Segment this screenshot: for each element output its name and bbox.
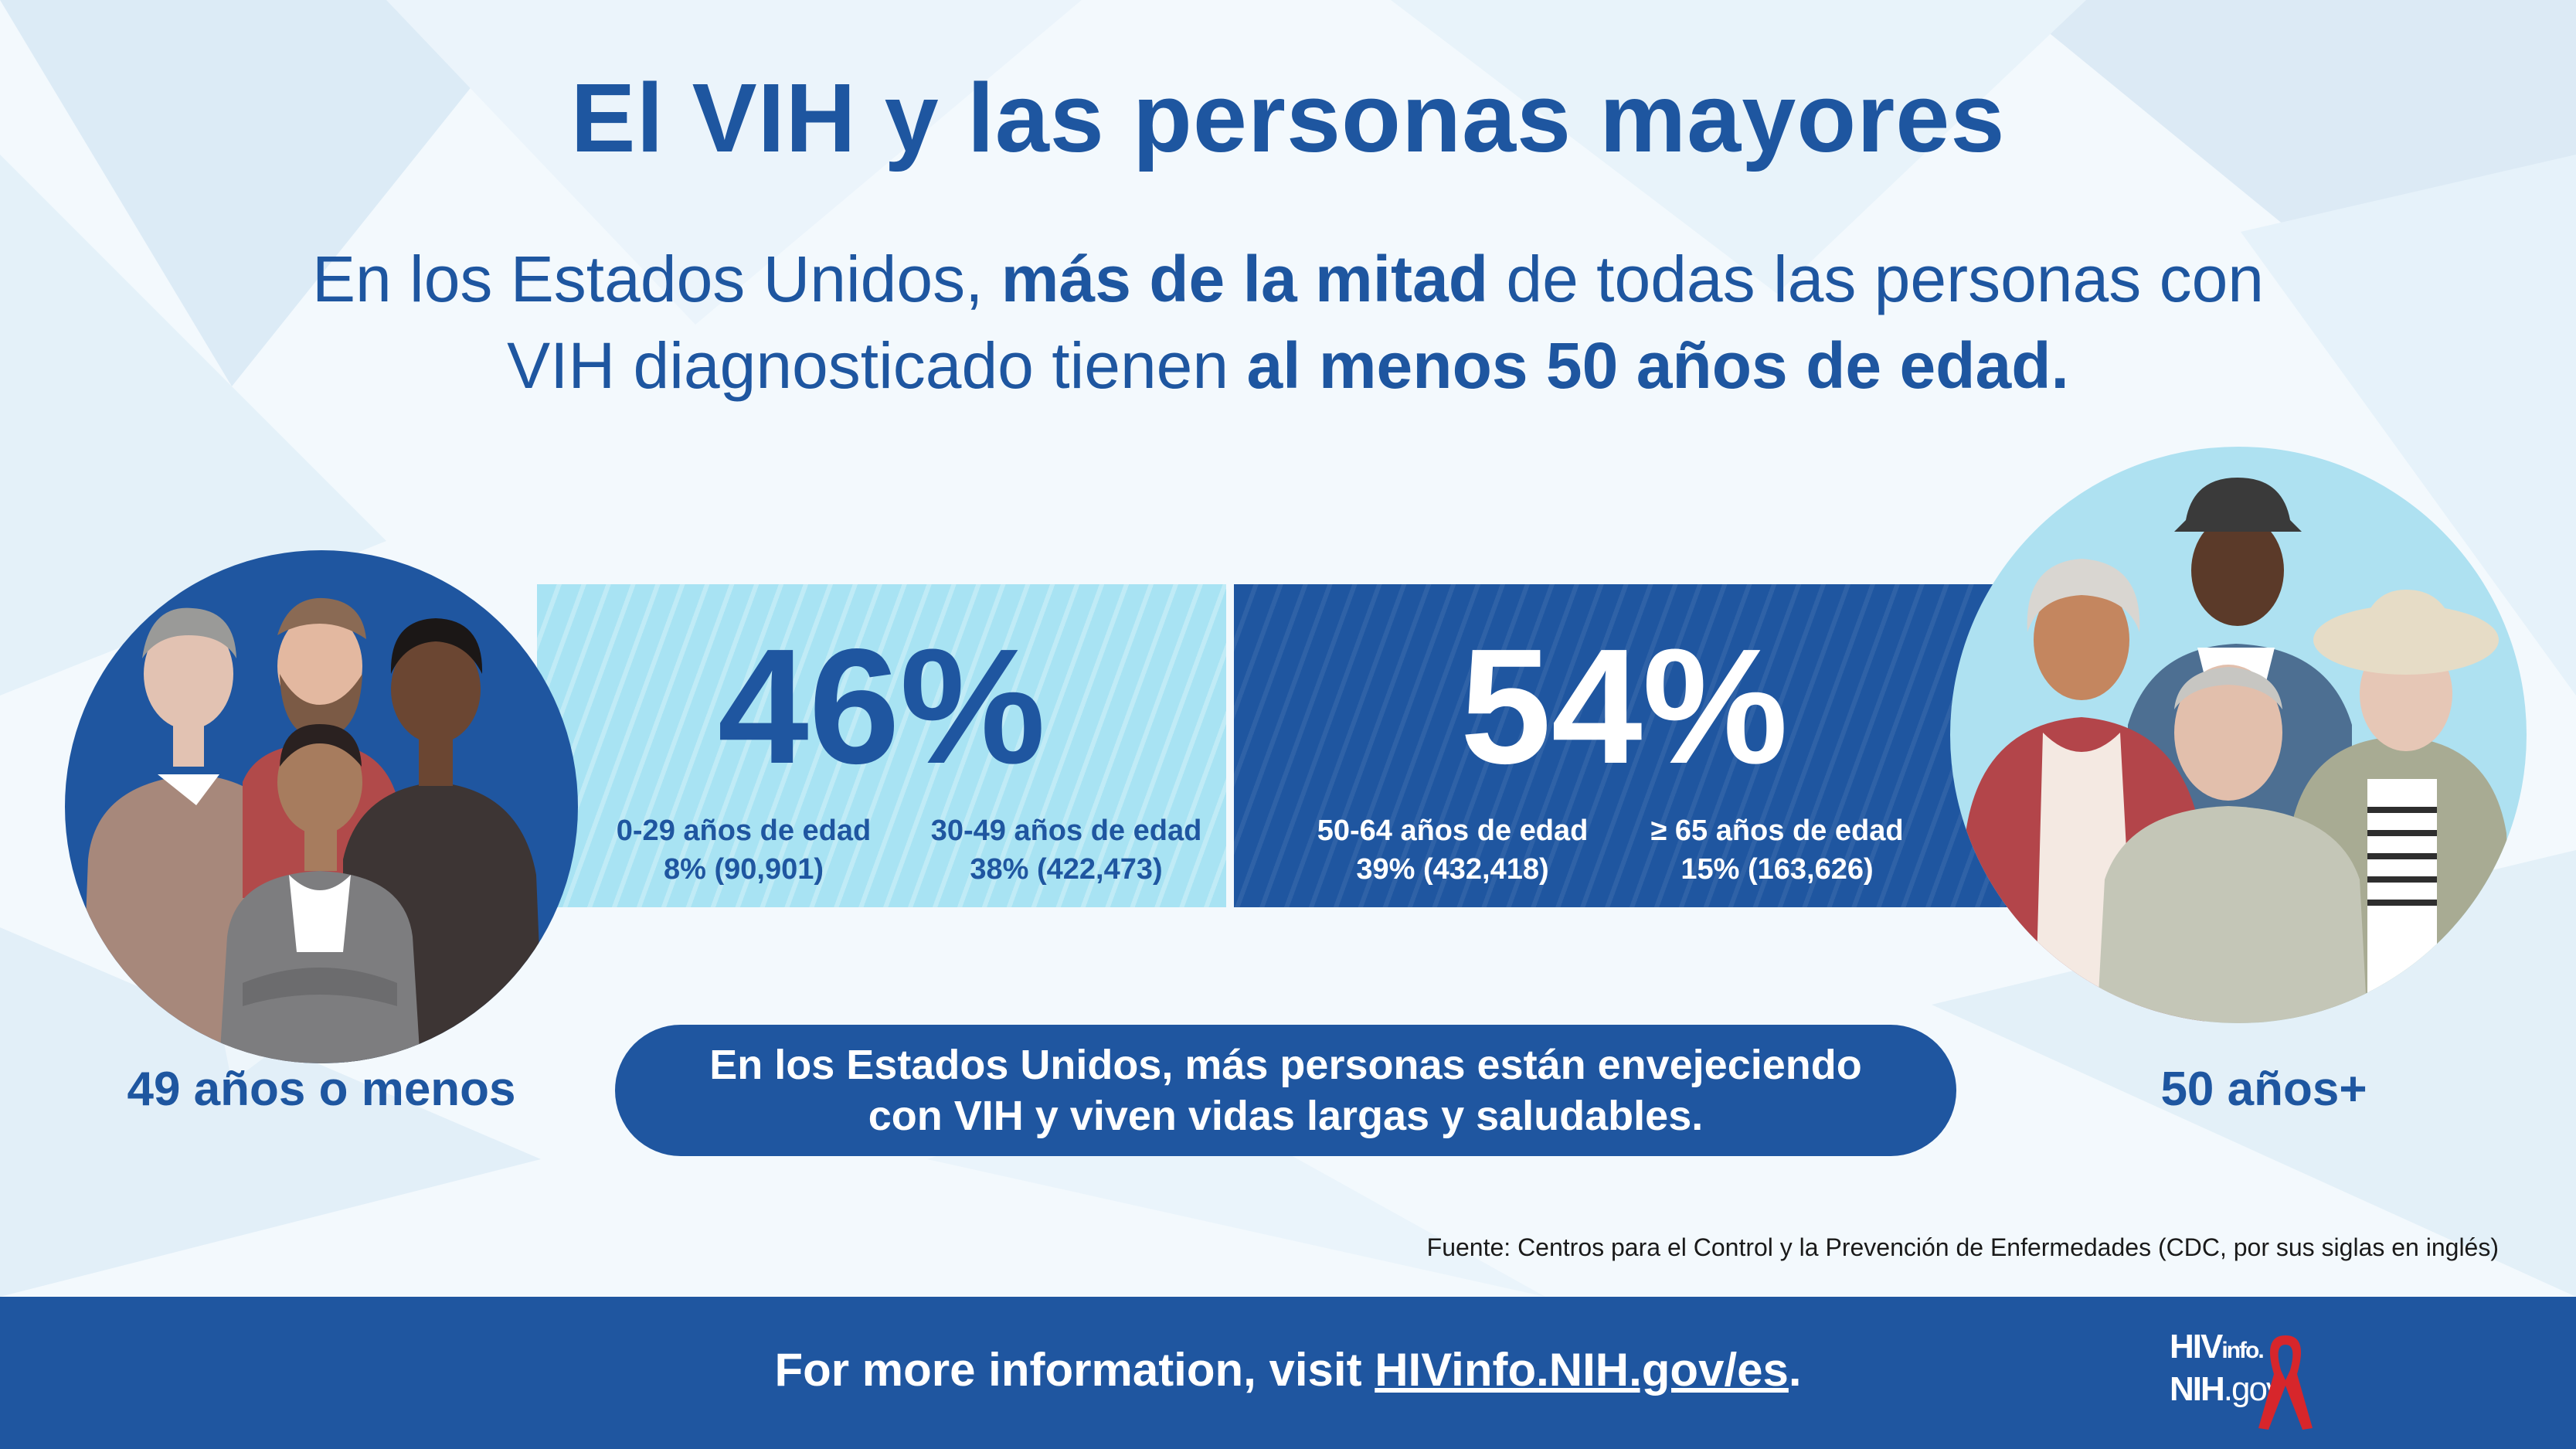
footer-suffix: .	[1788, 1344, 1802, 1396]
group-65-plus: ≥ 65 años de edad 15% (163,626)	[1615, 811, 1939, 889]
group-0-29: 0-29 años de edad 8% (90,901)	[587, 811, 900, 889]
under-50-label: 49 años o menos	[127, 1063, 516, 1116]
subtitle-line-1: En los Estados Unidos, más de la mitad d…	[311, 243, 2265, 315]
source-note: Fuente: Centros para el Control y la Pre…	[1426, 1233, 2499, 1261]
group-label: 0-29 años de edad	[616, 815, 872, 847]
key-message-line-1: En los Estados Unidos, más personas está…	[709, 1042, 1862, 1088]
footer-bar	[0, 1297, 2576, 1449]
footer-text: For more information, visit HIVinfo.NIH.…	[0, 1343, 2576, 1396]
footer-prefix: For more information, visit	[774, 1344, 1375, 1396]
key-message-line-2: con VIH y viven vidas largas y saludable…	[868, 1093, 1704, 1139]
group-stat: 15% (163,626)	[1681, 853, 1874, 886]
over-50-label: 50 años+	[2160, 1063, 2367, 1116]
hivinfo-logo[interactable]: HIVinfo. NIH.gov	[2170, 1328, 2324, 1436]
group-stat: 38% (422,473)	[970, 853, 1163, 886]
group-label: ≥ 65 años de edad	[1650, 815, 1904, 847]
under-50-percent: 46%	[717, 614, 1046, 798]
group-label: 30-49 años de edad	[930, 815, 1202, 847]
under-50-panel	[537, 584, 1226, 907]
group-stat: 8% (90,901)	[663, 853, 824, 886]
red-ribbon-icon	[2258, 1335, 2313, 1430]
group-50-64: 50-64 años de edad 39% (432,418)	[1290, 811, 1615, 889]
logo-line-1: HIVinfo.	[2170, 1328, 2265, 1366]
people-over-50-illustration	[1950, 447, 2527, 1023]
page-title: El VIH y las personas mayores	[570, 63, 2006, 172]
over-50-percent: 54%	[1460, 614, 1789, 798]
page-subtitle: En los Estados Unidos, más de la mitad d…	[0, 236, 2576, 409]
footer-link[interactable]: HIVinfo.NIH.gov/es	[1375, 1344, 1789, 1396]
key-message-pill: En los Estados Unidos, más personas está…	[615, 1025, 1956, 1156]
subtitle-line-2: VIH diagnosticado tienen al menos 50 año…	[507, 329, 2069, 402]
key-message-text: En los Estados Unidos, más personas está…	[709, 1039, 1862, 1141]
group-label: 50-64 años de edad	[1317, 815, 1589, 847]
group-stat: 39% (432,418)	[1356, 853, 1549, 886]
over-50-panel	[1234, 584, 2014, 907]
people-under-50-illustration	[65, 550, 578, 1063]
group-30-49: 30-49 años de edad 38% (422,473)	[908, 811, 1225, 889]
